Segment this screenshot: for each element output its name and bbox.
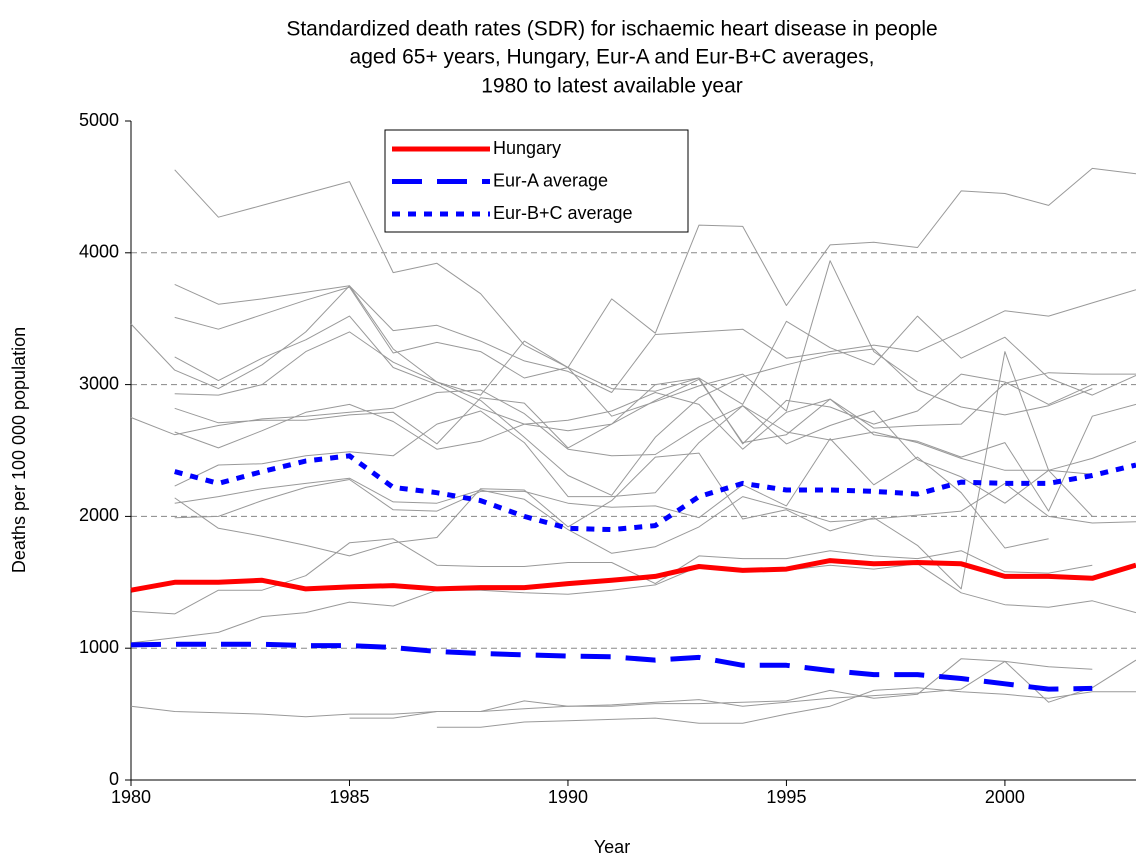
series-line <box>174 453 1136 533</box>
y-tick-label: 2000 <box>79 505 119 525</box>
country-line <box>174 283 1136 393</box>
country-line <box>130 389 1093 475</box>
chart-title: Standardized death rates (SDR) for ischa… <box>286 18 937 41</box>
y-tick-label: 4000 <box>79 242 119 262</box>
x-axis-label: Year <box>594 837 630 857</box>
chart-title: 1980 to latest available year <box>481 75 743 98</box>
country-line <box>436 687 1136 728</box>
country-line <box>174 260 918 417</box>
x-tick-label: 2000 <box>985 787 1025 807</box>
country-line <box>174 351 1093 590</box>
country-line <box>174 372 1136 450</box>
country-line <box>174 315 1093 445</box>
x-tick-label: 1980 <box>111 787 151 807</box>
chart-title: aged 65+ years, Hungary, Eur-A and Eur-B… <box>350 46 875 69</box>
y-tick-label: 5000 <box>79 110 119 130</box>
country-line <box>174 477 1136 554</box>
x-tick-label: 1995 <box>766 787 806 807</box>
y-tick-label: 3000 <box>79 373 119 393</box>
y-tick-label: 1000 <box>79 637 119 657</box>
y-tick-label: 0 <box>109 769 119 789</box>
country-line <box>130 538 1093 615</box>
country-line <box>174 438 1049 549</box>
legend-label: Eur-B+C average <box>493 203 633 223</box>
country-line <box>174 331 1093 496</box>
country-line <box>349 658 1093 719</box>
country-line <box>174 167 1136 368</box>
country-line <box>130 285 1136 405</box>
x-tick-label: 1990 <box>548 787 588 807</box>
series-line <box>130 558 1136 593</box>
country-line <box>174 405 1136 504</box>
series-line <box>130 641 1093 692</box>
legend: Hungary Eur-A average Eur-B+C average <box>384 129 689 233</box>
country-line <box>174 378 1136 512</box>
country-line <box>130 659 1136 718</box>
x-tick-label: 1985 <box>329 787 369 807</box>
country-line <box>130 563 1136 644</box>
legend-label: Hungary <box>493 138 561 158</box>
legend-label: Eur-A average <box>493 170 608 190</box>
y-axis-label: Deaths per 100 000 population <box>9 327 29 573</box>
